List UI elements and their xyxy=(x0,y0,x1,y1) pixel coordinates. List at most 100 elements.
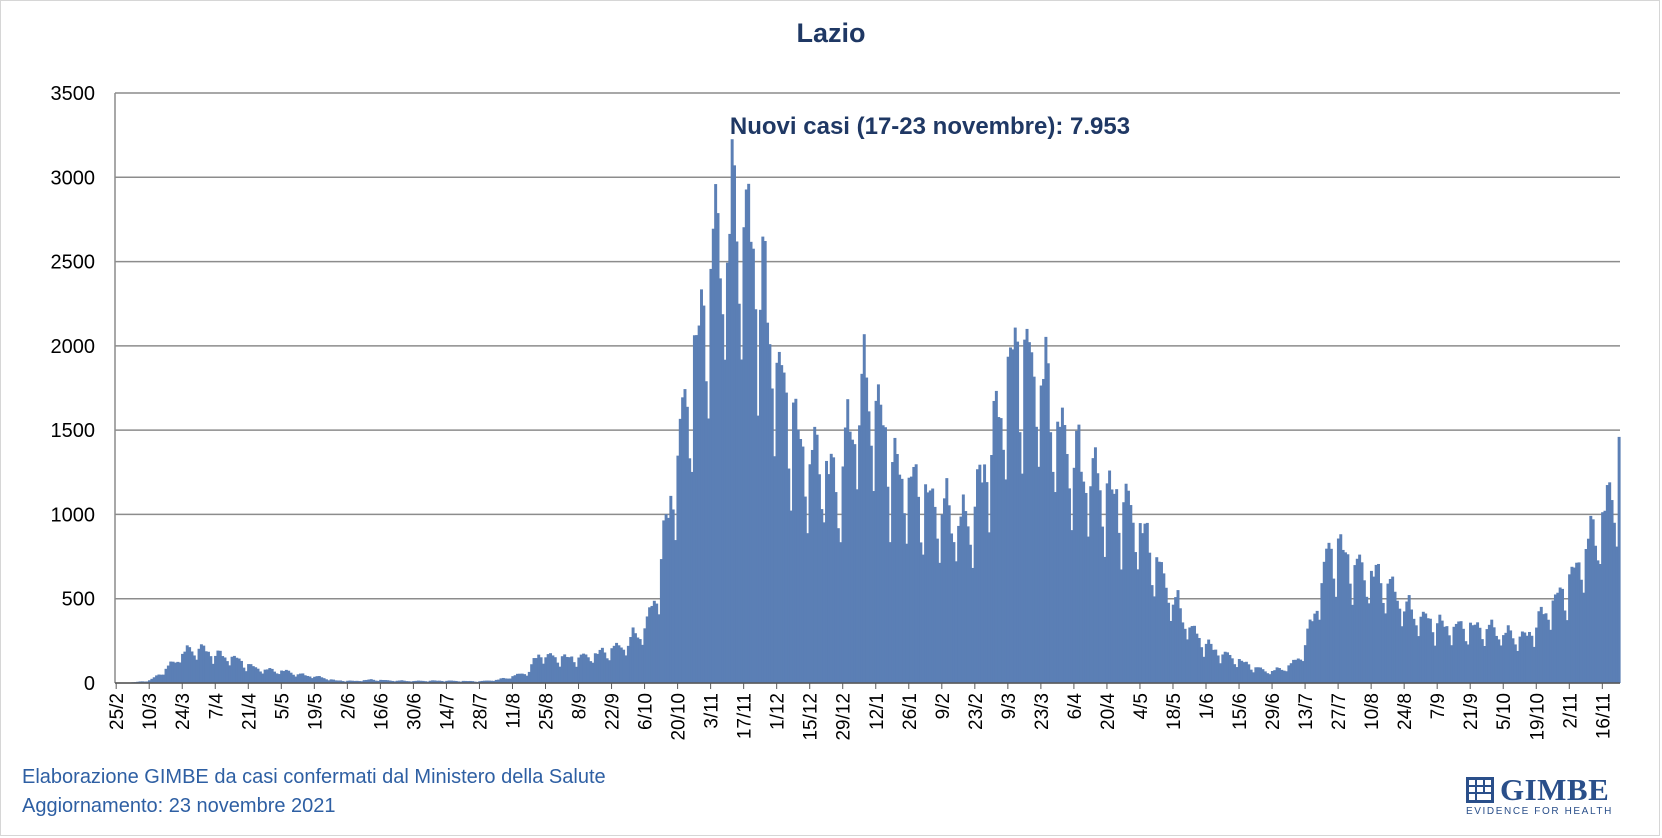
bar xyxy=(336,680,340,683)
y-tick-label: 1500 xyxy=(51,420,96,442)
bar xyxy=(659,559,663,683)
bar xyxy=(421,680,425,683)
bar xyxy=(924,484,928,683)
bar xyxy=(586,657,590,683)
bar xyxy=(961,494,965,683)
bar xyxy=(1358,554,1362,683)
bar xyxy=(935,538,939,683)
bar xyxy=(504,678,508,683)
bar xyxy=(997,417,1001,683)
x-tick-label: 9/2 xyxy=(933,693,954,719)
bar xyxy=(964,511,968,683)
bar xyxy=(841,466,845,683)
bar xyxy=(546,654,550,683)
bar xyxy=(1386,583,1390,683)
bar xyxy=(207,651,210,683)
bar xyxy=(884,427,887,683)
bar xyxy=(388,680,392,683)
bar xyxy=(850,439,854,683)
bar xyxy=(1568,574,1572,683)
bar xyxy=(702,305,706,683)
bar xyxy=(872,491,876,683)
bar xyxy=(185,645,189,683)
bar xyxy=(848,431,852,683)
bar xyxy=(860,373,864,683)
bar xyxy=(624,655,628,683)
bar xyxy=(461,680,465,683)
bar xyxy=(1520,631,1524,683)
bar xyxy=(1544,613,1548,683)
bar xyxy=(1365,596,1369,683)
bar xyxy=(1480,639,1484,683)
bar xyxy=(402,680,406,683)
bar xyxy=(1598,563,1602,683)
bar xyxy=(1594,545,1598,683)
bar xyxy=(582,653,586,683)
bar xyxy=(1369,570,1373,683)
bar xyxy=(1461,628,1465,683)
bar xyxy=(329,679,333,683)
bar xyxy=(669,495,673,683)
bar xyxy=(978,464,982,683)
bar xyxy=(1195,633,1199,683)
bar xyxy=(709,268,713,683)
bar xyxy=(1586,538,1590,683)
bar xyxy=(652,600,656,683)
bar xyxy=(322,678,326,683)
bar xyxy=(346,680,350,683)
bar xyxy=(756,415,760,683)
bar xyxy=(865,377,869,683)
bar xyxy=(280,670,284,683)
bar xyxy=(1528,631,1531,683)
y-tick-label: 1000 xyxy=(51,504,96,526)
bar xyxy=(251,666,255,683)
bar xyxy=(1039,385,1043,683)
bar xyxy=(1348,583,1352,683)
x-tick-label: 8/9 xyxy=(570,693,591,719)
bar xyxy=(1056,421,1060,683)
gimbe-logo: GIMBE EVIDENCE FOR HEALTH xyxy=(1466,772,1626,820)
bar xyxy=(704,381,708,683)
bar xyxy=(1471,625,1475,683)
bar xyxy=(813,426,817,683)
bar xyxy=(784,392,788,683)
bar xyxy=(596,653,600,683)
bar xyxy=(501,677,505,683)
bar xyxy=(1178,608,1182,683)
bar xyxy=(1360,562,1364,683)
bar xyxy=(754,309,758,683)
bar xyxy=(584,654,588,683)
bar xyxy=(164,668,168,683)
bar xyxy=(275,673,279,683)
bar xyxy=(1447,635,1451,683)
bar xyxy=(907,477,911,683)
bar xyxy=(416,680,420,683)
bar xyxy=(353,680,357,683)
bar xyxy=(1511,638,1515,683)
bar xyxy=(985,482,989,683)
bar xyxy=(1478,627,1482,683)
bar xyxy=(1525,635,1529,683)
bar xyxy=(723,359,727,683)
bar xyxy=(926,492,930,683)
bar xyxy=(664,514,668,683)
bar xyxy=(497,679,501,683)
bar xyxy=(398,680,402,683)
bar xyxy=(303,675,307,683)
bar xyxy=(218,650,222,683)
bar xyxy=(1523,632,1527,683)
bar xyxy=(1202,656,1206,683)
bar xyxy=(650,605,654,683)
x-tick-label: 5/5 xyxy=(272,693,293,719)
bar xyxy=(487,680,491,683)
bar xyxy=(648,607,652,683)
bar xyxy=(591,662,595,683)
bar xyxy=(1285,671,1288,683)
bar xyxy=(1412,618,1416,683)
x-tick-label: 29/12 xyxy=(834,693,855,741)
bar xyxy=(1072,467,1076,683)
bar xyxy=(612,645,616,683)
bar xyxy=(152,677,156,683)
bar xyxy=(1098,490,1102,683)
bar xyxy=(195,659,199,683)
